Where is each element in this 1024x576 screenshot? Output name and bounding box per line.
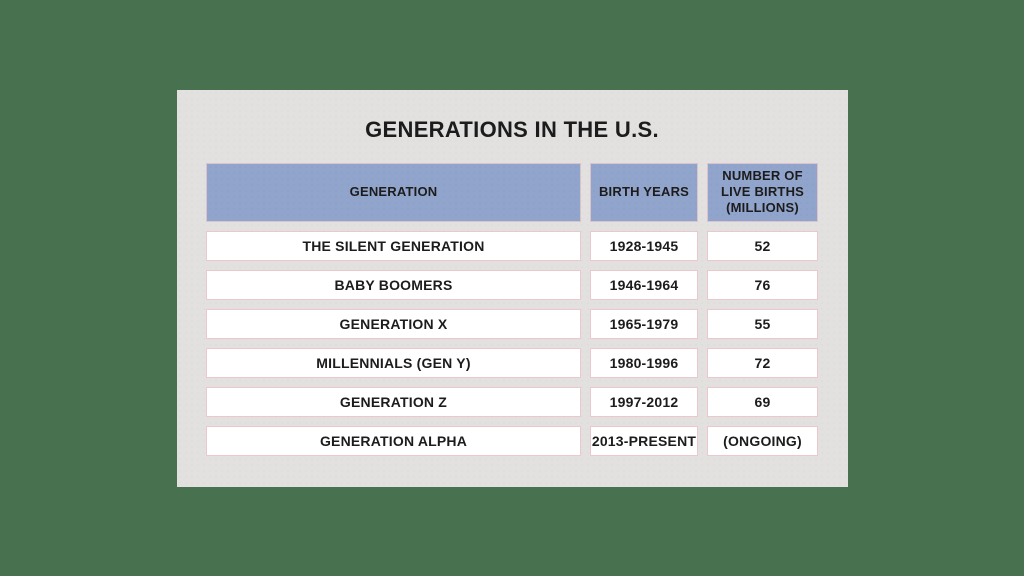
cell-births-alpha: (ONGOING) [707,425,818,456]
cell-birth-years-millennials: 1980-1996 [590,347,698,378]
cell-birth-years-z: 1997-2012 [590,386,698,417]
cell-generation-boomers: BABY BOOMERS [206,269,581,300]
cell-generation-millennials: MILLENNIALS (GEN Y) [206,347,581,378]
column-header-generation: GENERATION [206,162,581,222]
cell-birth-years-silent: 1928-1945 [590,230,698,261]
cell-generation-z: GENERATION Z [206,386,581,417]
cell-births-x: 55 [707,308,818,339]
cell-birth-years-boomers: 1946-1964 [590,269,698,300]
column-header-live-births: NUMBER OF LIVE BIRTHS (MILLIONS) [707,162,818,222]
page-title: GENERATIONS IN THE U.S. [365,116,659,142]
cell-births-silent: 52 [707,230,818,261]
column-header-birth-years: BIRTH YEARS [590,162,698,222]
cell-births-millennials: 72 [707,347,818,378]
cell-generation-alpha: GENERATION ALPHA [206,425,581,456]
cell-births-z: 69 [707,386,818,417]
cell-birth-years-x: 1965-1979 [590,308,698,339]
cell-generation-silent: THE SILENT GENERATION [206,230,581,261]
cell-births-boomers: 76 [707,269,818,300]
cell-generation-x: GENERATION X [206,308,581,339]
infographic-panel: GENERATIONS IN THE U.S. GENERATION BIRTH… [176,89,848,487]
cell-birth-years-alpha: 2013-PRESENT [590,425,698,456]
generations-table: GENERATION BIRTH YEARS NUMBER OF LIVE BI… [206,162,819,456]
